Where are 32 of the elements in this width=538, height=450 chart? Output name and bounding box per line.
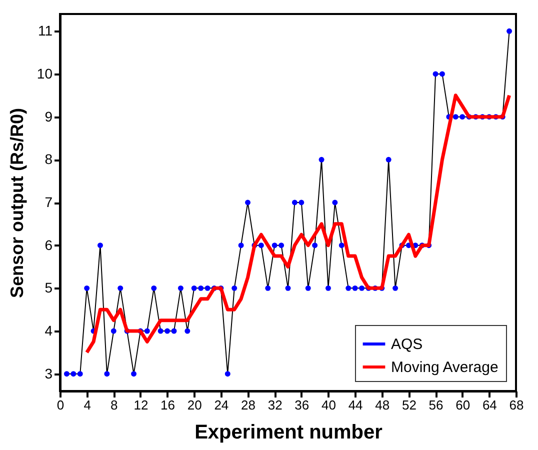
x-tick-label: 48 — [375, 398, 390, 412]
y-tick-label: 8 — [44, 151, 53, 168]
y-tick-label: 3 — [44, 365, 53, 382]
x-axis-title: Experiment number — [194, 422, 383, 444]
x-tick-label: 20 — [187, 398, 202, 412]
x-tick-label: 52 — [402, 398, 416, 412]
y-tick-label: 5 — [44, 280, 53, 296]
x-tick-label: 16 — [160, 398, 176, 412]
line-series — [85, 94, 512, 354]
y-tick-label: 10 — [36, 65, 53, 82]
x-tick-label: 44 — [348, 398, 363, 412]
y-tick-label: 6 — [44, 236, 53, 253]
y-tick-label: 11 — [38, 22, 53, 39]
y-tick-label: 7 — [44, 194, 53, 210]
x-tick-label: 4 — [84, 398, 91, 412]
x-tick-label: 36 — [294, 398, 310, 412]
y-tick-label: 4 — [44, 322, 53, 339]
x-tick-label: 40 — [322, 398, 336, 412]
x-tick-label: 24 — [214, 398, 229, 412]
x-tick-label: 28 — [241, 398, 256, 412]
y-tick-label: 9 — [44, 108, 53, 124]
legend-label: AQS — [391, 336, 423, 353]
x-tick-label: 64 — [482, 398, 497, 412]
x-tick-label: 56 — [428, 398, 444, 412]
legend-label: Moving Average — [391, 359, 498, 376]
x-tick-label: 60 — [456, 398, 470, 412]
x-tick-label: 0 — [56, 398, 64, 412]
x-tick-label: 8 — [110, 398, 118, 412]
y-axis-title: Sensor output (Rs/R0) — [6, 108, 27, 298]
x-tick-label: 32 — [268, 398, 282, 412]
x-tick-label: 12 — [134, 398, 148, 412]
x-tick-label: 68 — [509, 398, 524, 412]
